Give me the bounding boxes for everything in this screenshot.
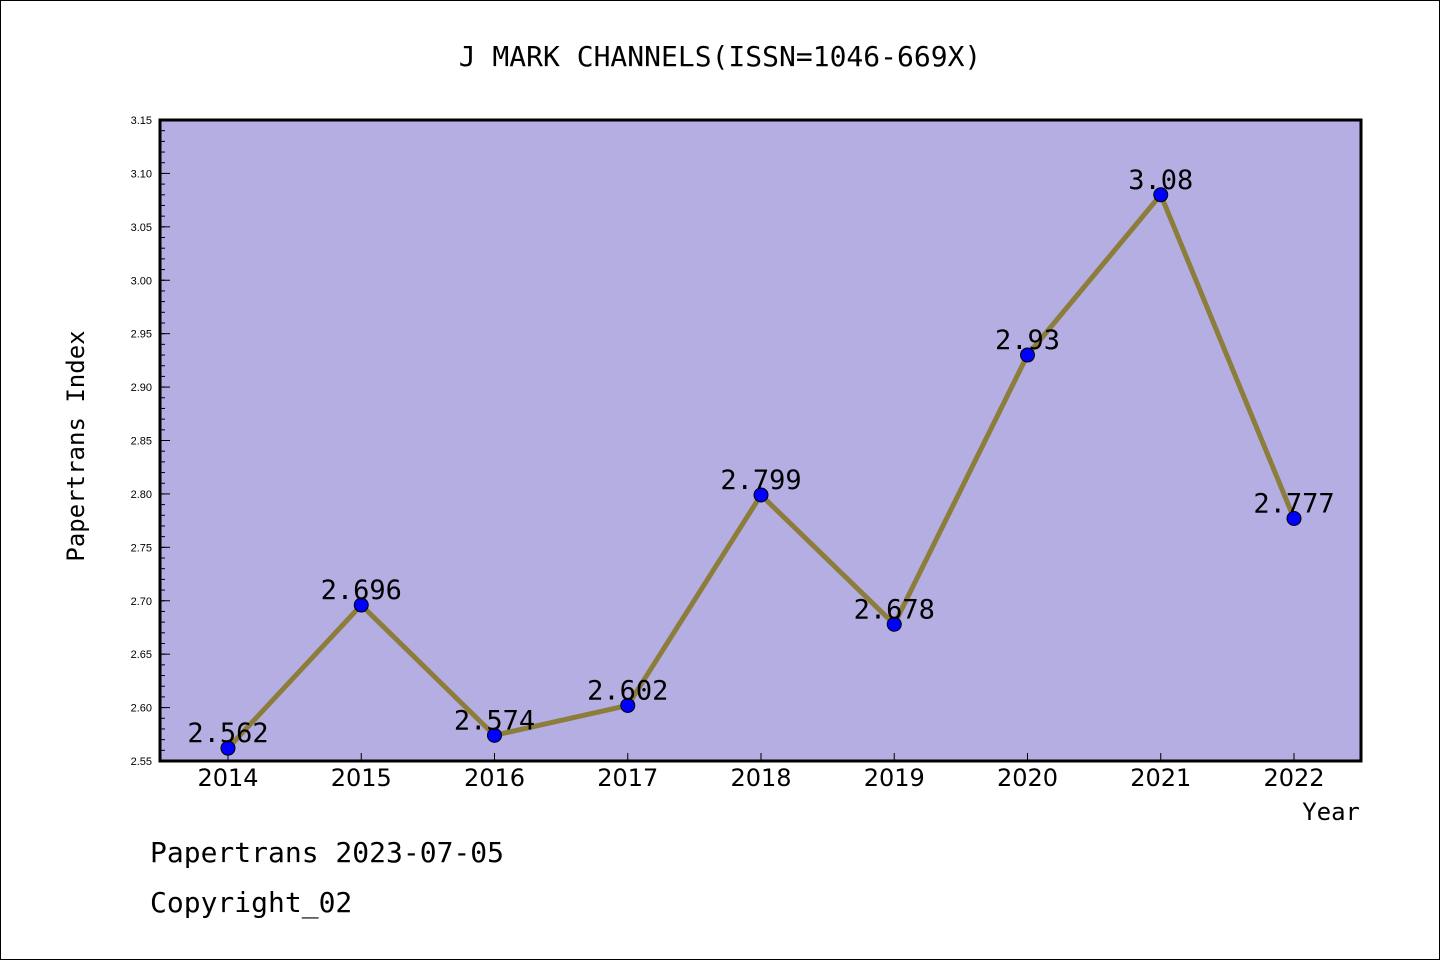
data-labels: 2.562 2.696 2.574 2.602 2.799 2.678 2.93 3.08 2.…	[187, 165, 1334, 749]
y-tick-label: 3.15	[131, 115, 152, 127]
y-axis: 2.55 2.60 2.65 2.70 2.75 2.80 2.85 2.90 2.95 3.00…	[131, 115, 170, 768]
data-label: 2.93	[995, 325, 1060, 356]
data-point	[353, 597, 369, 613]
x-tick-label: 2020	[997, 764, 1058, 792]
data-point	[220, 740, 236, 756]
data-point	[620, 697, 636, 713]
data-label: 2.777	[1253, 488, 1334, 519]
data-point	[487, 727, 502, 743]
y-tick-label: 3.10	[131, 168, 152, 180]
y-tick-label: 2.90	[131, 382, 152, 394]
x-tick-label: 2021	[1130, 764, 1191, 792]
x-tick-label: 2017	[597, 764, 658, 792]
x-tick-label: 2019	[864, 764, 925, 792]
data-label: 2.799	[720, 465, 801, 496]
y-tick-label: 3.05	[131, 222, 152, 234]
data-label: 2.562	[187, 718, 268, 749]
chart-title: J MARK CHANNELS(ISSN=1046-669X)	[459, 40, 982, 73]
y-tick-label: 2.70	[131, 596, 152, 608]
y-tick-label: 2.60	[131, 703, 152, 715]
x-axis-label: Year	[1302, 798, 1360, 826]
y-tick-label: 2.85	[131, 436, 152, 448]
x-tick-label: 2022	[1263, 764, 1324, 792]
x-tick-label: 2018	[730, 764, 791, 792]
plot-area	[158, 118, 1363, 763]
y-tick-label: 2.75	[131, 542, 152, 554]
x-axis: 2014 2015 2016 2017 2018 2019 2020 2021 2022	[197, 753, 1325, 792]
data-label: 2.574	[454, 705, 535, 736]
data-point	[1153, 187, 1169, 203]
series-markers	[220, 187, 1302, 756]
data-label: 2.678	[854, 594, 935, 625]
x-tick-label: 2015	[331, 764, 392, 792]
footer-date: Papertrans 2023-07-05	[150, 836, 505, 869]
x-tick-label: 2016	[464, 764, 525, 792]
data-label: 2.696	[321, 575, 402, 606]
data-point	[1020, 347, 1035, 363]
y-tick-label: 2.65	[131, 649, 152, 661]
x-tick-label: 2014	[197, 764, 258, 792]
y-tick-label: 2.95	[131, 329, 152, 341]
y-tick-label: 2.80	[131, 489, 152, 501]
data-point	[1286, 510, 1302, 526]
data-point	[753, 487, 769, 503]
y-axis-label: Papertrans Index	[62, 330, 90, 561]
footer-copyright: Copyright_02	[150, 886, 353, 919]
y-tick-label: 2.55	[131, 756, 152, 768]
data-point	[886, 616, 902, 632]
data-label: 3.08	[1128, 165, 1193, 196]
data-label: 2.602	[587, 675, 668, 706]
y-tick-label: 3.00	[131, 275, 152, 287]
